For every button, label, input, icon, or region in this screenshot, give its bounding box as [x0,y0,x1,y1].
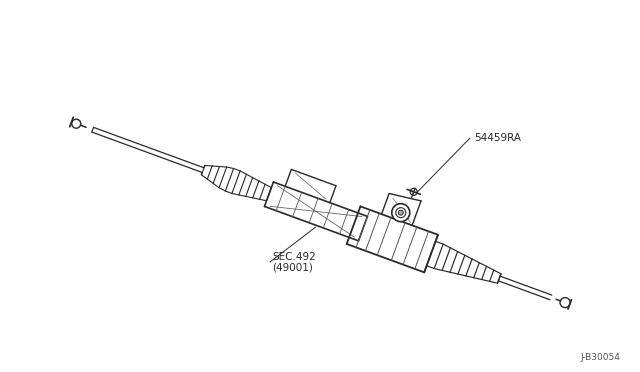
Circle shape [398,210,403,215]
Text: (49001): (49001) [272,262,313,272]
Text: 54459RA: 54459RA [474,133,521,143]
Circle shape [392,203,410,222]
Text: SEC.492: SEC.492 [272,252,316,262]
Text: J-B30054: J-B30054 [580,353,620,362]
